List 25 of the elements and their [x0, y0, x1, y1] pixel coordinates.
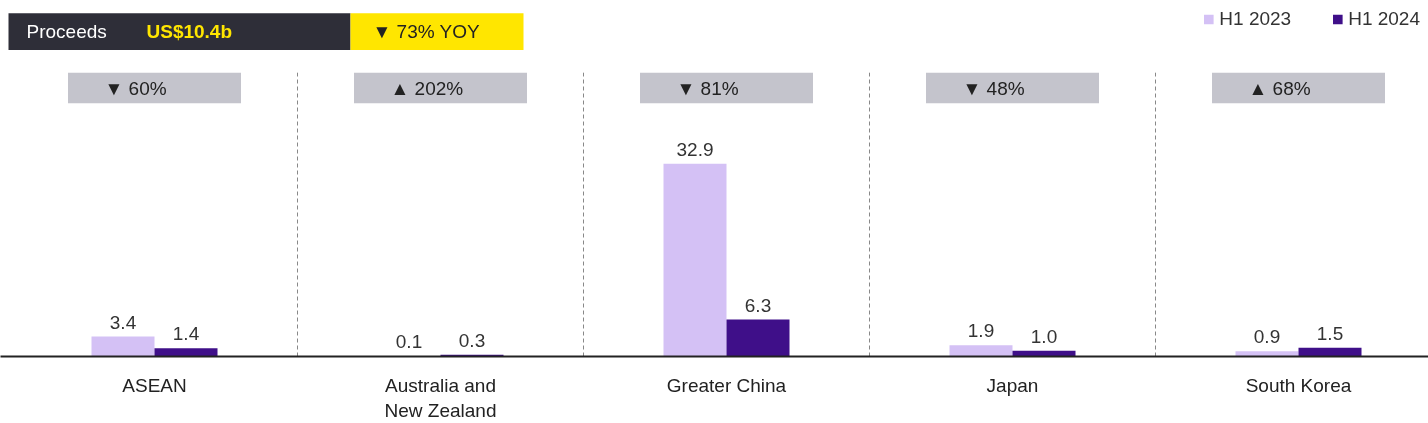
- text: ▼ 73% YOY: [372, 21, 480, 43]
- data-label: 1.0: [1030, 325, 1058, 347]
- data-label: 0.3: [458, 329, 486, 351]
- legend-label: H1 2024: [1348, 8, 1420, 30]
- x-tick-label: South Korea: [1245, 374, 1352, 396]
- data-label: 32.9: [676, 138, 714, 160]
- data-label: 1.9: [967, 320, 995, 342]
- x-tick-label: Japan: [986, 374, 1039, 396]
- text: ▲ 68%: [1248, 77, 1311, 99]
- data-label: 0.1: [395, 331, 423, 352]
- data-label: 1.5: [1316, 322, 1344, 344]
- text: ▲ 202%: [390, 77, 464, 99]
- legend-label: H1 2023: [1219, 8, 1292, 30]
- data-label: 6.3: [744, 294, 772, 316]
- data-label: 0.9: [1253, 326, 1281, 348]
- x-tick-label: Greater China: [666, 374, 787, 396]
- chart-subtitle: US$10.4b: [146, 21, 233, 43]
- text: ▼ 48%: [962, 77, 1025, 99]
- text: ▼ 81%: [676, 77, 739, 99]
- data-label: 1.4: [172, 323, 200, 345]
- x-tick-label: ASEAN: [122, 374, 187, 396]
- x-tick-label: Australia and New Zealand: [384, 374, 497, 421]
- chart-title: Proceeds: [26, 21, 107, 43]
- text: ▼ 60%: [104, 77, 167, 99]
- data-label: 3.4: [109, 311, 137, 333]
